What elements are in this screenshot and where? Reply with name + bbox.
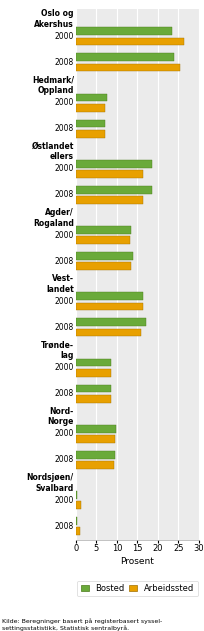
Bar	[75, 395, 110, 403]
Text: 2008: 2008	[54, 257, 73, 266]
Text: Trønde-
lag: Trønde- lag	[41, 341, 73, 360]
Text: 2000: 2000	[54, 495, 73, 505]
Bar	[75, 38, 184, 45]
Bar	[75, 93, 106, 101]
Bar	[75, 237, 129, 244]
Legend: Bosted, Arbeidssted: Bosted, Arbeidssted	[77, 581, 196, 596]
Bar	[75, 27, 171, 35]
Text: 2008: 2008	[54, 58, 73, 67]
Bar	[75, 451, 114, 459]
Bar	[75, 461, 113, 469]
Bar	[75, 120, 105, 127]
Bar	[75, 303, 142, 310]
Text: Nord-
Norge: Nord- Norge	[47, 407, 73, 427]
Bar	[75, 196, 142, 204]
Bar	[75, 64, 180, 71]
X-axis label: Prosent: Prosent	[120, 557, 154, 566]
Text: Oslo og
Akershus: Oslo og Akershus	[34, 9, 73, 29]
Bar	[75, 252, 133, 260]
Text: 2000: 2000	[54, 98, 73, 107]
Text: Kilde: Beregninger basert på registerbasert syssel-
settingsstatistikk, Statisti: Kilde: Beregninger basert på registerbas…	[2, 618, 162, 631]
Text: 2000: 2000	[54, 32, 73, 41]
Bar	[75, 226, 131, 233]
Text: Vest-
landet: Vest- landet	[46, 274, 73, 294]
Bar	[75, 517, 77, 525]
Bar	[75, 329, 141, 336]
Text: 2000: 2000	[54, 297, 73, 306]
Bar	[75, 385, 110, 392]
Text: 2000: 2000	[54, 230, 73, 240]
Bar	[75, 369, 110, 377]
Text: 2008: 2008	[54, 323, 73, 332]
Bar	[75, 491, 77, 498]
Text: Nordsjøen/
Svalbard: Nordsjøen/ Svalbard	[27, 473, 73, 493]
Text: 2000: 2000	[54, 363, 73, 372]
Text: 2008: 2008	[54, 124, 73, 133]
Bar	[75, 54, 173, 61]
Bar	[75, 319, 145, 326]
Text: 2008: 2008	[54, 456, 73, 464]
Text: 2008: 2008	[54, 522, 73, 531]
Bar	[75, 104, 105, 112]
Text: Hedmark/
Oppland: Hedmark/ Oppland	[32, 76, 73, 95]
Text: Østlandet
ellers: Østlandet ellers	[31, 142, 73, 162]
Bar	[75, 292, 143, 300]
Bar	[75, 170, 143, 178]
Text: Agder/
Rogaland: Agder/ Rogaland	[33, 208, 73, 228]
Bar	[75, 358, 110, 366]
Bar	[75, 160, 151, 167]
Text: 2008: 2008	[54, 389, 73, 398]
Text: 2000: 2000	[54, 429, 73, 439]
Text: 2000: 2000	[54, 164, 73, 174]
Text: 2008: 2008	[54, 191, 73, 199]
Bar	[75, 262, 131, 270]
Bar	[75, 502, 80, 509]
Bar	[75, 435, 114, 443]
Bar	[75, 425, 115, 432]
Bar	[75, 130, 104, 138]
Bar	[75, 186, 151, 194]
Bar	[75, 528, 80, 535]
